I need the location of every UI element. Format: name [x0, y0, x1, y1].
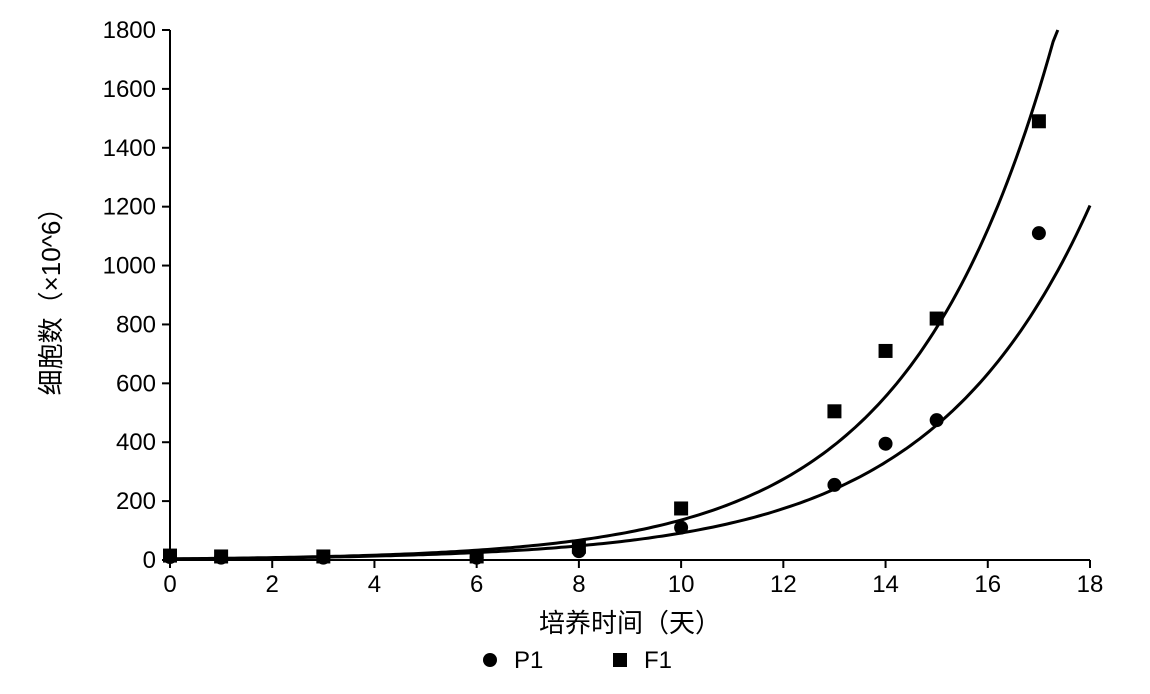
x-tick-label: 14	[872, 571, 899, 598]
marker-f1	[470, 549, 484, 563]
marker-f1	[827, 404, 841, 418]
x-tick-label: 12	[770, 571, 797, 598]
x-tick-label: 0	[163, 571, 176, 598]
legend-marker-p1	[483, 653, 497, 667]
marker-p1	[827, 478, 841, 492]
marker-p1	[930, 413, 944, 427]
y-tick-label: 1000	[103, 253, 156, 280]
y-tick-label: 400	[116, 429, 156, 456]
x-tick-label: 10	[668, 571, 695, 598]
chart-container: 0 200 400 600 800 1000 1200 1400 1600 1800 0 2 4 6 8 10…	[0, 0, 1150, 694]
y-tick-label: 1600	[103, 76, 156, 103]
marker-f1	[879, 344, 893, 358]
y-tick-label: 1400	[103, 135, 156, 162]
x-tick-label: 16	[974, 571, 1001, 598]
legend-marker-f1	[613, 653, 627, 667]
legend-label-f1: F1	[644, 647, 672, 674]
marker-f1	[316, 549, 330, 563]
x-axis-label: 培养时间（天）	[539, 608, 721, 638]
y-tick-label: 200	[116, 488, 156, 515]
y-axis-label: 细胞数（×10^6）	[36, 195, 66, 396]
y-tick-label: 800	[116, 311, 156, 338]
x-tick-label: 18	[1077, 571, 1104, 598]
y-tick-label: 1800	[103, 17, 156, 44]
x-tick-label: 6	[470, 571, 483, 598]
marker-f1	[572, 540, 586, 554]
x-tick-label: 2	[266, 571, 279, 598]
marker-f1	[930, 312, 944, 326]
x-tick-label: 4	[368, 571, 381, 598]
marker-f1	[214, 549, 228, 563]
marker-p1	[1032, 226, 1046, 240]
legend-label-p1: P1	[514, 647, 543, 674]
y-tick-label: 1200	[103, 194, 156, 221]
marker-f1	[163, 549, 177, 563]
y-tick-label: 0	[143, 547, 156, 574]
marker-p1	[879, 437, 893, 451]
marker-f1	[674, 501, 688, 515]
x-tick-label: 8	[572, 571, 585, 598]
y-tick-label: 600	[116, 370, 156, 397]
growth-chart: 0 200 400 600 800 1000 1200 1400 1600 1800 0 2 4 6 8 10…	[0, 0, 1150, 694]
marker-f1	[1032, 114, 1046, 128]
marker-p1	[674, 521, 688, 535]
